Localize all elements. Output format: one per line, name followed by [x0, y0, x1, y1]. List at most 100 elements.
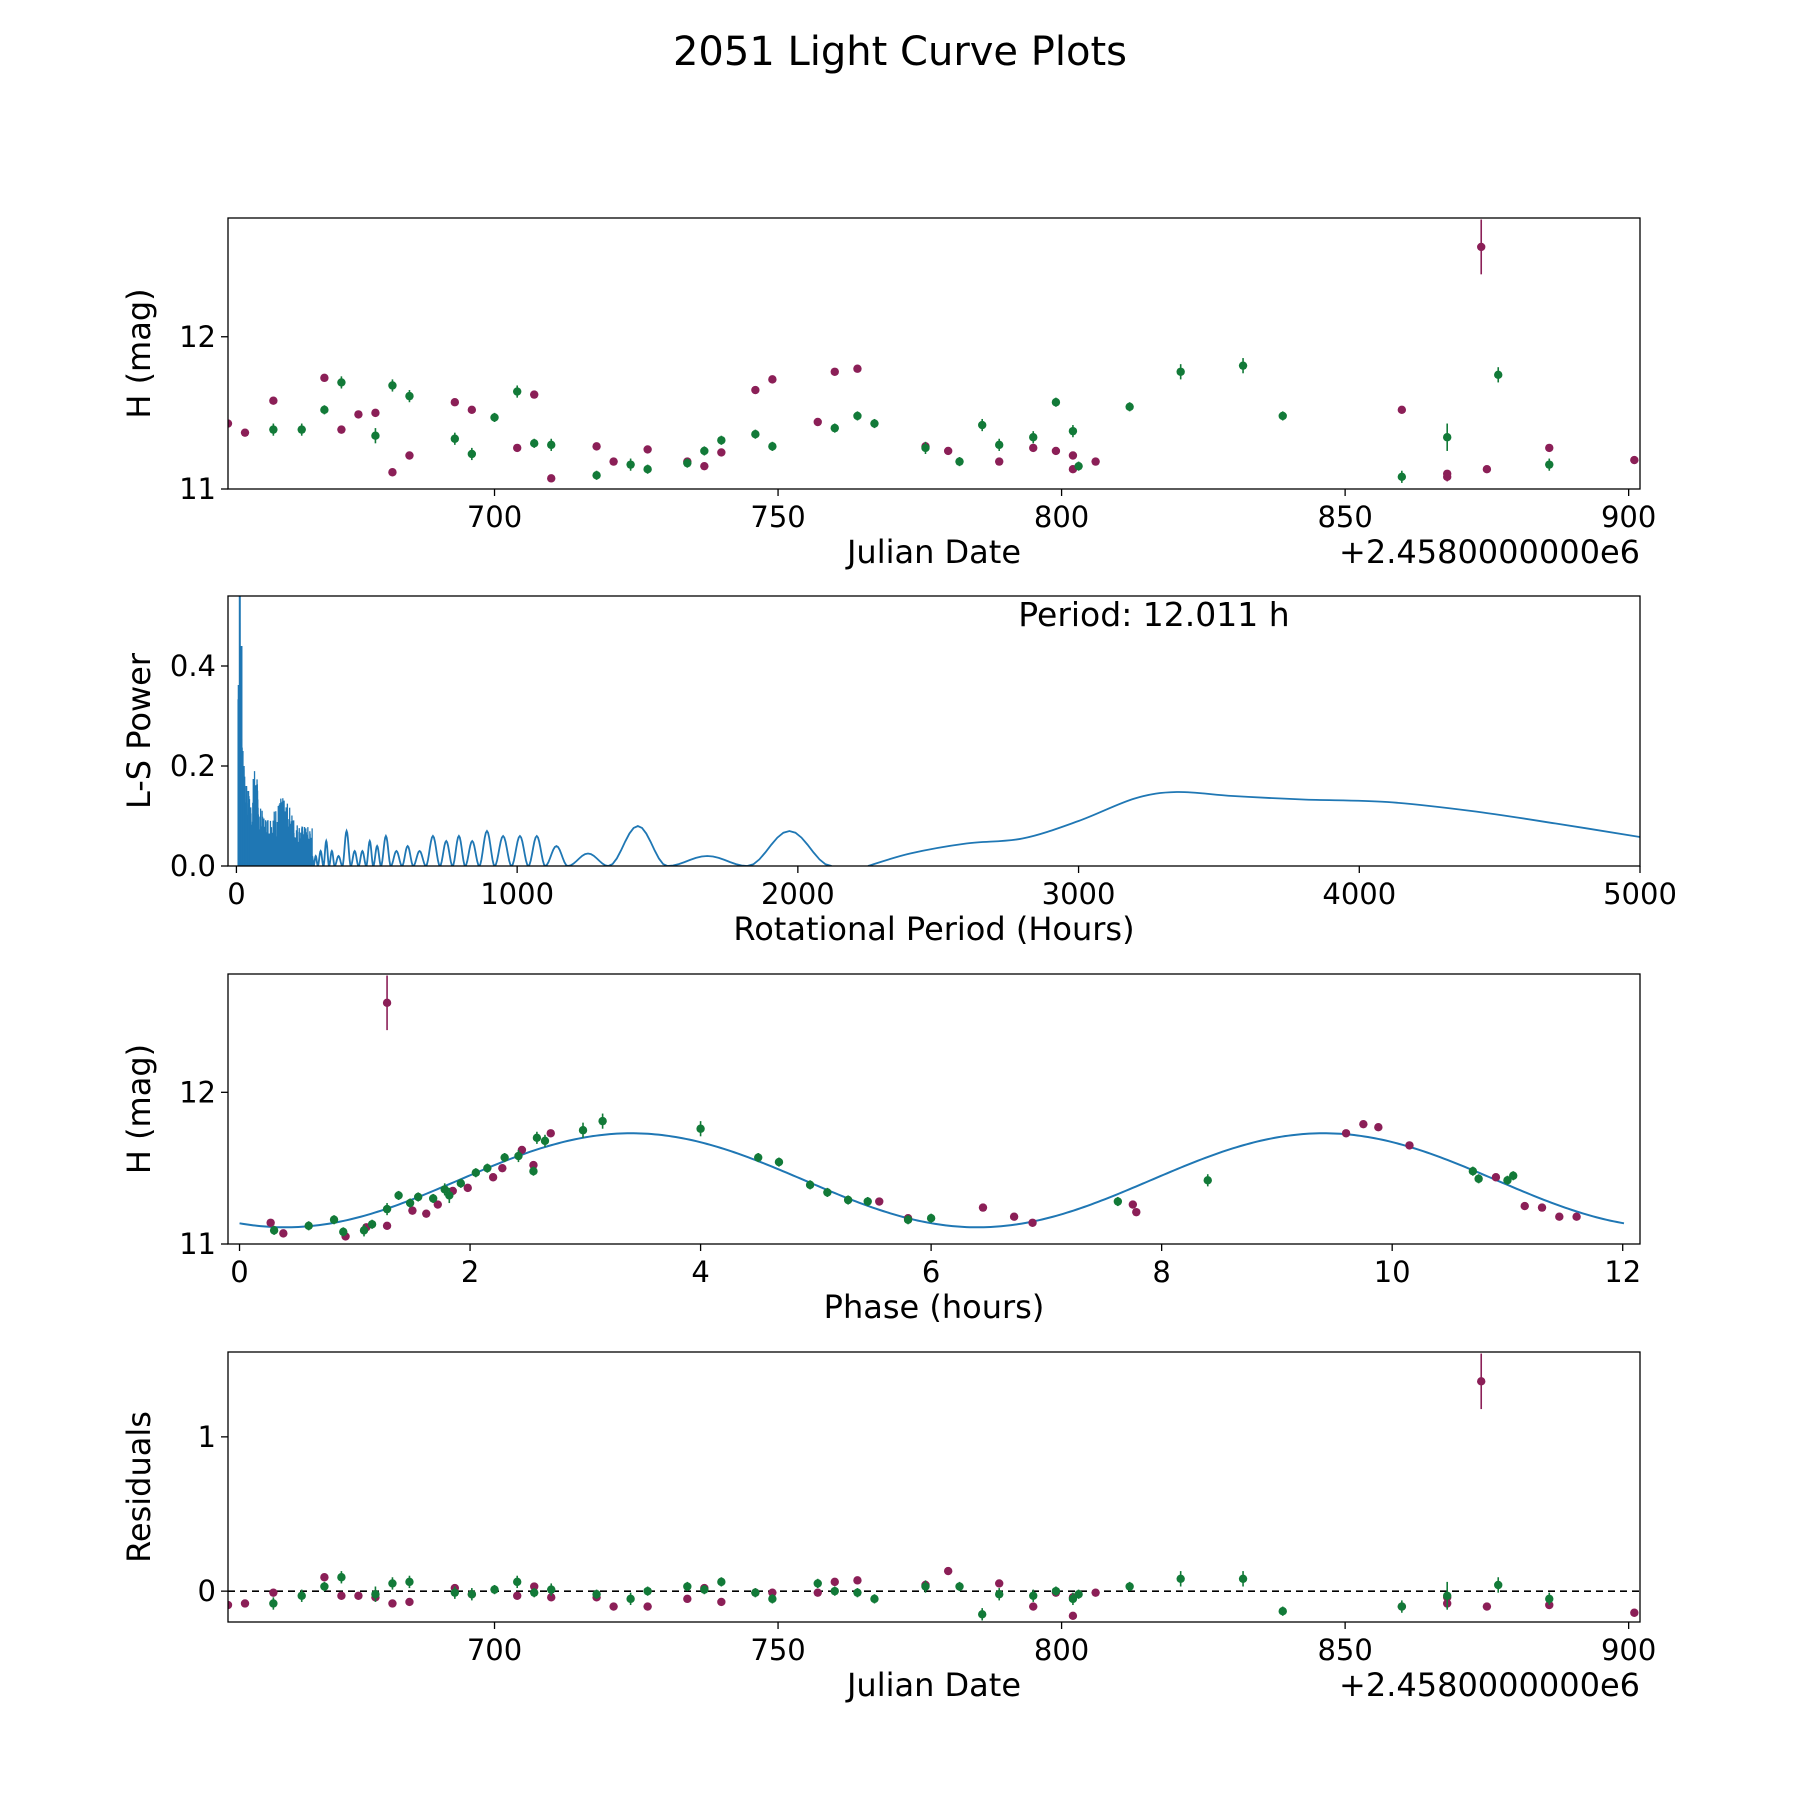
residuals-green-point-14	[626, 1594, 635, 1604]
periodogram-ytick-label-2: 0.4	[170, 649, 216, 683]
residuals-magenta-point-37	[1482, 1602, 1492, 1611]
residuals-green-point-27	[978, 1610, 987, 1619]
lightcurve-green-point-38	[1494, 370, 1503, 380]
lightcurve-magenta-point-5	[354, 410, 363, 419]
phased-xtick-label-2: 4	[691, 1255, 709, 1289]
lightcurve-green-point-39	[1545, 460, 1554, 469]
phased-green-point-21	[578, 1126, 588, 1135]
residuals-magenta-point-3	[320, 1573, 329, 1582]
lightcurve-green-point-26	[978, 420, 987, 430]
phased-magenta-point-21	[1128, 1200, 1138, 1209]
lightcurve-magenta-point-19	[717, 448, 726, 457]
phased-magenta-point-27	[1491, 1173, 1501, 1182]
lightcurve-green-point-25	[955, 457, 964, 466]
lightcurve-panel: 700 750 800 850 900 11 12 Julian Date H (mag) +2.…	[120, 217, 1656, 571]
residuals-green-point-32	[1074, 1590, 1083, 1599]
lightcurve-green-point-21	[830, 423, 839, 433]
residuals-ytick-label-1: 1	[198, 1420, 216, 1454]
phased-magenta-point-24	[1359, 1119, 1368, 1129]
lightcurve-magenta-point-21	[768, 375, 777, 384]
phased-green-point-27	[823, 1188, 832, 1197]
residuals-green-point-18	[717, 1577, 726, 1587]
residuals-x-offset-label: +2.4580000000e6	[1339, 1666, 1640, 1704]
periodogram-ytick-label-1: 0.2	[170, 749, 216, 783]
residuals-green-point-13	[592, 1590, 601, 1599]
lightcurve-green-point-35	[1278, 411, 1287, 421]
lightcurve-green-point-16	[683, 458, 692, 468]
residuals-green-point-11	[530, 1588, 539, 1597]
phased-xtick-label-3: 6	[922, 1255, 940, 1289]
phased-ytick-label-1: 12	[179, 1075, 216, 1109]
phased-magenta-point-23	[1341, 1129, 1351, 1138]
lightcurve-ytick-label-0: 11	[179, 472, 216, 506]
lightcurve-magenta-point-30	[1068, 451, 1078, 460]
residuals-magenta-point-19	[717, 1597, 726, 1607]
lightcurve-magenta-point-22	[813, 417, 822, 427]
lightcurve-green-point-36	[1397, 472, 1407, 482]
phased-magenta-point-0	[266, 1218, 275, 1227]
phased-green-point-18	[529, 1166, 538, 1176]
lightcurve-green-point-24	[921, 443, 930, 453]
lightcurve-xtick-label-4: 900	[1601, 500, 1656, 534]
phased-magenta-point-10	[463, 1183, 472, 1193]
phased-green-point-4	[359, 1226, 369, 1235]
lightcurve-magenta-point-16	[643, 445, 652, 454]
residuals-green-point-33	[1125, 1582, 1134, 1591]
phased-magenta-point-4	[382, 998, 392, 1008]
phased-green-point-31	[926, 1214, 936, 1223]
periodogram-smooth-tail	[867, 791, 1640, 866]
residuals-green-point-17	[700, 1585, 709, 1594]
residuals-magenta-point-36	[1477, 1377, 1486, 1386]
lightcurve-green-point-33	[1176, 367, 1185, 376]
residuals-green-point-22	[830, 1586, 839, 1596]
residuals-green-point-9	[490, 1585, 499, 1594]
lightcurve-green-point-34	[1238, 361, 1248, 370]
lightcurve-green-point-6	[405, 391, 414, 401]
phased-points	[266, 975, 1581, 1241]
residuals-green-point-2	[320, 1582, 329, 1591]
phased-green-point-2	[329, 1215, 339, 1224]
phased-magenta-point-14	[529, 1160, 538, 1170]
residuals-green-point-26	[955, 1582, 964, 1591]
phased-green-point-12	[445, 1191, 454, 1200]
lightcurve-ytick-label-1: 12	[179, 320, 216, 354]
lightcurve-green-point-0	[269, 425, 278, 434]
residuals-green-point-1	[297, 1591, 306, 1600]
lightcurve-green-point-10	[513, 387, 522, 396]
phased-green-point-37	[1509, 1171, 1518, 1180]
lightcurve-green-point-7	[450, 434, 460, 443]
lightcurve-magenta-point-38	[1545, 443, 1554, 453]
residuals-green-point-25	[921, 1582, 930, 1591]
phased-green-point-22	[598, 1116, 607, 1126]
residuals-green-point-39	[1494, 1580, 1503, 1590]
phased-green-point-13	[456, 1179, 466, 1188]
residuals-magenta-point-13	[547, 1593, 556, 1602]
phased-green-point-19	[532, 1133, 542, 1143]
residuals-green-point-38	[1442, 1591, 1452, 1600]
lightcurve-green-point-30	[1068, 426, 1078, 436]
residuals-ytick-label-0: 0	[198, 1574, 216, 1608]
phased-magenta-point-1	[279, 1229, 288, 1238]
residuals-xtick-label-3: 850	[1317, 1633, 1372, 1667]
phased-magenta-point-20	[1028, 1218, 1037, 1227]
residuals-green-point-30	[1051, 1586, 1061, 1596]
phased-green-point-35	[1474, 1174, 1483, 1183]
lightcurve-magenta-point-14	[592, 442, 601, 451]
lightcurve-magenta-point-2	[269, 396, 278, 405]
lightcurve-magenta-point-10	[467, 405, 477, 415]
residuals-green-point-0	[269, 1599, 278, 1608]
residuals-green-point-36	[1278, 1607, 1287, 1616]
residuals-magenta-point-28	[1029, 1602, 1038, 1611]
phased-magenta-point-6	[408, 1206, 417, 1215]
lightcurve-magenta-point-23	[830, 367, 839, 376]
phased-green-point-29	[863, 1197, 872, 1206]
residuals-xlabel: Julian Date	[845, 1666, 1021, 1704]
residuals-points	[228, 1353, 1639, 1621]
residuals-green-point-15	[643, 1586, 652, 1596]
lightcurve-magenta-point-37	[1482, 465, 1492, 474]
lightcurve-magenta-point-29	[1051, 446, 1061, 456]
phased-green-point-1	[304, 1221, 313, 1230]
period-annotation: Period: 12.011 h	[1018, 595, 1289, 634]
phased-magenta-point-7	[422, 1209, 431, 1218]
